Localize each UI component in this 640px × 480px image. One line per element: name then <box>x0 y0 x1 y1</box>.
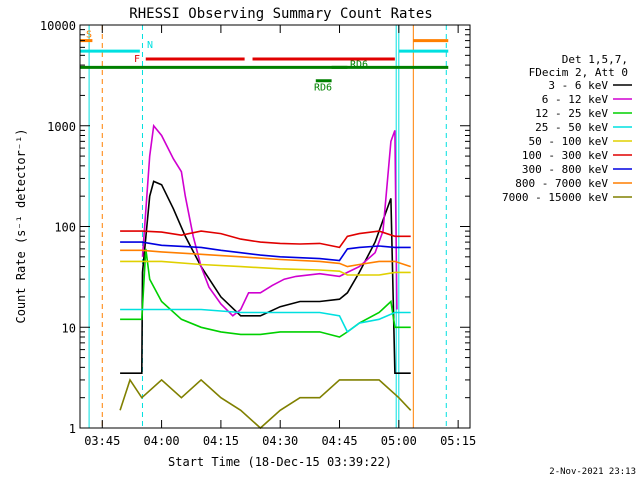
legend-label-1: 3 - 6 keV <box>548 79 608 92</box>
series-line-6 <box>120 230 411 249</box>
legend-label-4: 25 - 50 keV <box>535 121 608 134</box>
x-tick-label-3: 04:15 <box>203 434 239 448</box>
chart-title: RHESSI Observing Summary Count Rates <box>129 6 432 22</box>
x-tick-label-2: 04:00 <box>144 434 180 448</box>
legend-label-3: 12 - 25 keV <box>535 107 608 120</box>
series-line-2 <box>141 123 398 317</box>
state-bar-label-5: RD6 <box>350 59 368 70</box>
series-line-8 <box>120 249 411 268</box>
legend-label-5: 50 - 100 keV <box>529 135 609 148</box>
legend-title-2: FDecim 2, Att 0 <box>529 66 628 79</box>
footer-date: 2-Nov-2021 23:13 <box>549 467 636 477</box>
x-tick-label-4: 04:30 <box>262 434 298 448</box>
series-line-7 <box>120 241 411 262</box>
y-tick-label-5: 10000 <box>40 19 76 33</box>
legend-title-1: Det 1,5,7, <box>562 53 628 66</box>
series-layer <box>119 123 412 430</box>
series-line-4 <box>120 308 411 334</box>
state-bar-label-1: S <box>86 30 92 41</box>
series-line-3 <box>120 248 411 338</box>
state-bar-label-2: N <box>147 40 153 51</box>
legend-label-7: 300 - 800 keV <box>522 163 608 176</box>
series-line-1 <box>120 180 411 374</box>
series-line-5 <box>120 260 411 276</box>
x-axis: 03:45 04:00 04:15 04:30 04:45 05:00 05:15 <box>84 25 476 448</box>
state-change-lines <box>88 25 447 428</box>
x-tick-label-5: 04:45 <box>321 434 357 448</box>
legend-label-9: 7000 - 15000 keV <box>502 191 608 204</box>
x-tick-label-7: 05:15 <box>440 434 476 448</box>
x-tick-label-6: 05:00 <box>381 434 417 448</box>
y-axis-label: Count Rate (s⁻¹ detector⁻¹) <box>14 128 28 323</box>
legend-label-6: 100 - 300 keV <box>522 149 608 162</box>
state-bar-label-3: F <box>134 54 140 65</box>
legend-label-2: 6 - 12 keV <box>542 93 609 106</box>
x-axis-label: Start Time (18-Dec-15 03:39:22) <box>168 455 392 469</box>
y-tick-label-2: 10 <box>62 321 76 335</box>
y-tick-label-1: 1 <box>69 422 76 436</box>
legend-label-8: 800 - 7000 keV <box>515 177 608 190</box>
y-axis: 1 10 100 1000 10000 <box>40 19 470 436</box>
y-tick-label-3: 100 <box>54 221 76 235</box>
x-tick-label-1: 03:45 <box>84 434 120 448</box>
state-bars: S NF RD6 RD6 <box>80 30 449 94</box>
y-tick-label-4: 1000 <box>47 120 76 134</box>
state-bar-label-6: RD6 <box>314 83 332 94</box>
